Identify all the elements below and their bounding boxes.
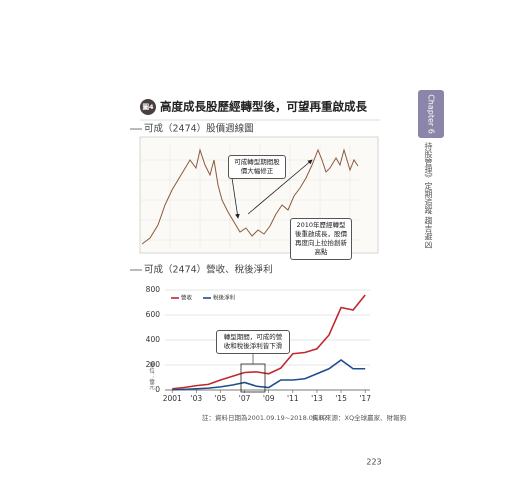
- side-tab: [418, 90, 444, 138]
- y-tick-label: 0: [155, 385, 160, 394]
- y-axis-label: 單位：億元: [148, 362, 154, 390]
- x-tick-label: '05: [215, 394, 227, 403]
- x-tick-label: 2001: [163, 394, 182, 403]
- legend-label: 營收: [181, 294, 193, 302]
- page-number: 223: [366, 458, 381, 467]
- y-tick-label: 600: [146, 310, 161, 319]
- arrow: [231, 177, 240, 219]
- series-line: [172, 359, 366, 391]
- x-tick-label: '09: [263, 394, 275, 403]
- stock-annotation: 可成轉型期間股價大幅修正: [228, 155, 286, 179]
- source: 資料來源：XQ全球贏家、財報狗: [312, 413, 407, 422]
- y-tick-label: 400: [146, 335, 161, 344]
- y-tick-label: 800: [146, 285, 161, 294]
- badge: [140, 99, 156, 115]
- side-tab-text: 持股管理》定期追蹤 趨吉避凶: [424, 142, 433, 249]
- chart-annotation: 轉型期間，可成的營收和稅後淨利皆下滑: [216, 330, 290, 354]
- series-line: [172, 294, 366, 390]
- chart-title: 可成（2474）營收、稅後淨利: [144, 264, 273, 276]
- x-tick-label: '03: [191, 394, 203, 403]
- page-title: 高度成長股歷經轉型後，可望再重啟成長: [160, 100, 367, 114]
- badge-label: 圖4: [142, 102, 154, 111]
- y-tick-label: 200: [146, 360, 161, 369]
- x-tick-label: '13: [311, 394, 323, 403]
- x-tick-label: '11: [287, 394, 299, 403]
- x-tick-label: '15: [335, 394, 347, 403]
- stock-annotation: 2010年歷經轉型後重啟成長，股價再度向上拉抬創新高點: [290, 218, 352, 260]
- x-tick-label: '17: [359, 394, 371, 403]
- price-line: [141, 148, 359, 245]
- x-tick-label: '07: [239, 394, 251, 403]
- stock-subtitle: 可成（2474）股價週線圖: [144, 123, 254, 135]
- highlight-box: [240, 363, 266, 393]
- note: 註：資料日期為2001.09.19~2018.05.07: [202, 413, 327, 422]
- chapter-label: Chapter 6: [427, 94, 436, 134]
- legend-label: 稅後淨利: [213, 294, 235, 302]
- arrow: [247, 159, 313, 215]
